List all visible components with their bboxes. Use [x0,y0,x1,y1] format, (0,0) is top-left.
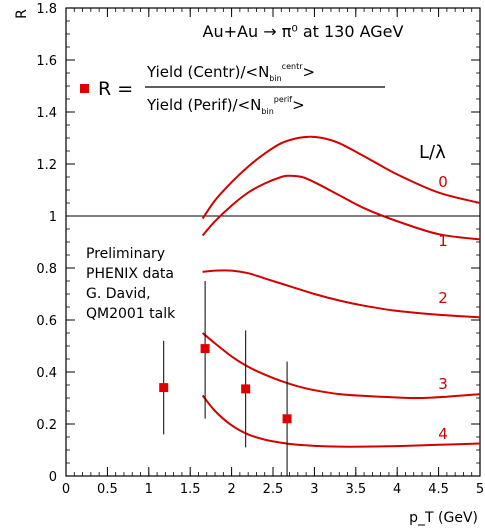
y-tick-label: 0.8 [36,262,57,277]
x-tick-label: 2.5 [263,482,284,497]
curve-label-0: 0 [438,173,448,191]
y-axis-label: R [14,9,30,19]
y-tick-label: 0.6 [36,314,57,329]
annotation-line-1: Preliminary [86,246,165,262]
y-tick-label: 1 [49,210,57,225]
y-tick-label: 0.4 [36,366,57,381]
curve-label-1: 1 [438,232,448,250]
x-tick-label: 0 [62,482,70,497]
theory-curve-2 [202,269,481,319]
curve-label-3: 3 [438,375,448,393]
data-points [159,281,292,476]
data-point [200,344,210,354]
curve-label-2: 2 [438,289,448,307]
data-point [159,383,169,393]
legend-r-label: R = [98,78,133,100]
theory-curve-4 [201,394,481,448]
legend-marker [80,84,89,93]
y-tick-label: 0 [49,470,57,485]
x-axis-label: p_T (GeV) [409,510,478,526]
y-tick-label: 1.4 [36,106,57,121]
x-tick-label: 4.5 [428,482,449,497]
theory-curves: 0 1 2 3 4 [201,135,481,448]
x-tick-label: 1 [145,482,153,497]
axis-ticks: 0 0.5 1 1.5 2 2.5 3 3.5 4 4.5 5 0 0.2 0.4 0.6 0.8 1 1.2 1.… [36,2,484,497]
x-tick-label: 2 [227,482,235,497]
x-tick-label: 3 [310,482,318,497]
x-tick-label: 3.5 [345,482,366,497]
curve-header: L/λ [419,142,446,163]
chart-title: Au+Au → π⁰ at 130 AGeV [203,22,404,41]
y-tick-label: 1.6 [36,54,57,69]
svg-text:Yield (Perif)/<Nbinperif>: Yield (Perif)/<Nbinperif> [146,95,305,116]
annotation-line-2: PHENIX data [86,266,174,282]
x-tick-label: 5 [476,482,484,497]
y-tick-label: 0.2 [36,418,57,433]
theory-curve-3 [201,332,481,400]
y-tick-label: 1.8 [36,2,57,17]
y-tick-label: 1.2 [36,158,57,173]
curve-label-4: 4 [438,425,448,443]
x-tick-label: 0.5 [97,482,118,497]
data-point [282,414,292,424]
x-tick-label: 4 [393,482,401,497]
data-point [241,384,251,394]
legend-denominator: Yield (Perif)/<Nbinperif> [146,95,305,116]
annotation-line-3: G. David, [86,286,151,302]
legend-numerator: Yield (Centr)/<Nbincentr> [146,62,315,83]
theory-curve-1 [201,174,481,241]
x-tick-label: 1.5 [180,482,201,497]
svg-text:Yield (Centr)/<Nbincentr>: Yield (Centr)/<Nbincentr> [146,62,315,83]
theory-curve-0 [201,135,481,220]
annotation-line-4: QM2001 talk [86,306,176,322]
